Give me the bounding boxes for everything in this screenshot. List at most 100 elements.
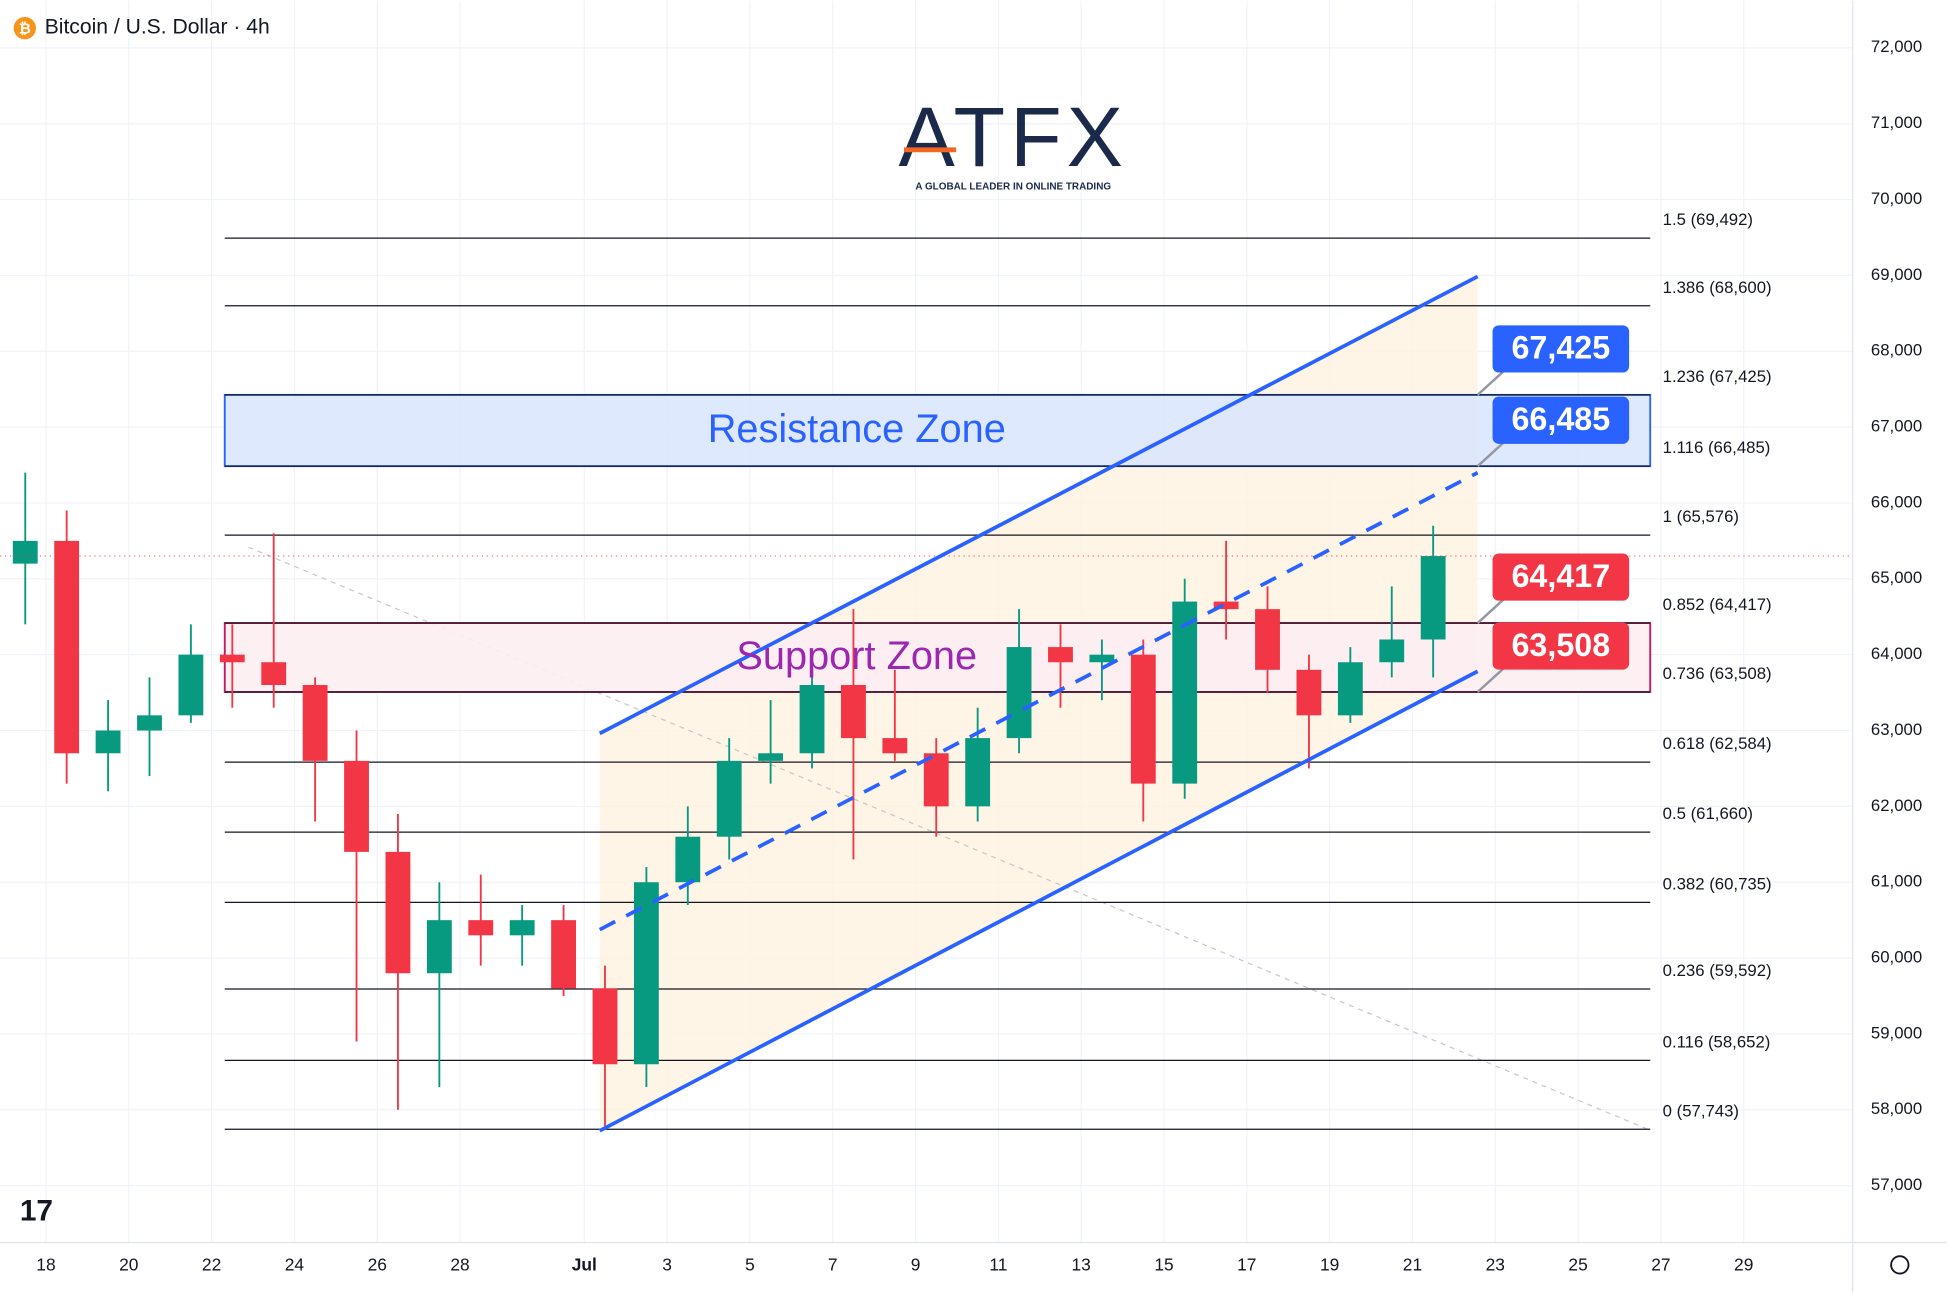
x-tick-label: 15 (1154, 1255, 1173, 1275)
candle-body (178, 654, 204, 716)
fib-label: 0.236 (59,592) (1663, 961, 1772, 980)
candle-body (1006, 647, 1032, 739)
candle-body (468, 920, 494, 936)
fib-label: 0.382 (60,735) (1663, 874, 1772, 893)
candle-body (426, 920, 452, 974)
y-tick-label: 68,000 (1871, 341, 1922, 360)
zone-label: Support Zone (736, 634, 977, 678)
x-tick-label: 27 (1651, 1255, 1670, 1275)
candle-body (716, 760, 742, 837)
logo: ATFX (899, 90, 1128, 184)
zones (223, 393, 1652, 693)
y-tick-label: 67,000 (1871, 417, 1922, 436)
price-label: 67,425 (1511, 330, 1610, 366)
x-tick-label: 28 (450, 1255, 469, 1275)
candle-body (1089, 654, 1115, 663)
fib-label: 1.236 (67,425) (1663, 367, 1772, 386)
candle-body (1048, 647, 1073, 663)
zone (223, 622, 1652, 693)
candle-body (302, 685, 328, 761)
price-label-box (1492, 396, 1630, 444)
fib-label: 0.618 (62,584) (1663, 734, 1772, 753)
y-tick-label: 71,000 (1871, 113, 1922, 132)
price-label-box (1492, 325, 1630, 373)
zone (223, 393, 1652, 468)
x-tick-label: 9 (911, 1255, 921, 1275)
x-tick-label: 11 (989, 1255, 1007, 1275)
candle-body (1337, 662, 1363, 716)
y-tick-label: 66,000 (1871, 492, 1922, 511)
price-labels: Resistance Zone Support Zone 67,425 66,485 6… (708, 325, 1630, 693)
candles (0, 472, 1853, 1130)
x-tick-label: 20 (119, 1255, 138, 1275)
candle-body (841, 685, 866, 739)
candle-body (633, 882, 659, 1065)
y-tick-label: 63,000 (1871, 720, 1922, 739)
x-tick-label: 5 (745, 1255, 755, 1275)
price-pointer (1476, 666, 1506, 693)
price-pointer (1476, 440, 1506, 468)
x-tick-label: Jul (572, 1255, 597, 1275)
y-tick-label: 72,000 (1871, 37, 1922, 56)
y-tick-label: 59,000 (1871, 1023, 1922, 1042)
y-tick-label: 57,000 (1871, 1175, 1922, 1194)
candle-body (261, 662, 287, 686)
y-tick-label: 60,000 (1871, 947, 1922, 966)
y-tick-label: 70,000 (1871, 189, 1922, 208)
channel-mid (598, 471, 1479, 932)
candle-body (1296, 669, 1322, 716)
fib-label: 1.116 (66,485) (1663, 438, 1771, 457)
price-pointer (1476, 369, 1506, 396)
candle-body (799, 685, 825, 754)
candle-body (923, 753, 949, 807)
x-tick-label: 24 (285, 1255, 305, 1275)
y-tick-label: 58,000 (1871, 1099, 1922, 1118)
fib-label: 1.5 (69,492) (1663, 210, 1753, 229)
candle-body (1130, 654, 1156, 784)
x-tick-label: 7 (828, 1255, 838, 1275)
fib-label: 1 (65,576) (1663, 507, 1739, 526)
bitcoin-icon-glyph: ₿ (19, 21, 31, 37)
price-label: 63,508 (1511, 627, 1610, 663)
settings-button[interactable] (1890, 1255, 1910, 1275)
y-tick-label: 65,000 (1871, 568, 1922, 587)
logo-tagline: A GLOBAL LEADER IN ONLINE TRADING (915, 182, 1111, 193)
chart-title: Bitcoin / U.S. Dollar · 4h (45, 16, 270, 39)
zone-label: Resistance Zone (708, 407, 1006, 451)
price-label-box (1492, 553, 1630, 601)
fib-label: 1.386 (68,600) (1663, 278, 1772, 297)
candle-body (385, 851, 411, 974)
fib-label: 0.736 (63,508) (1663, 664, 1772, 683)
candle-body (509, 920, 535, 936)
x-tick-label: 17 (1237, 1255, 1256, 1275)
channel-fill (599, 276, 1478, 1131)
tradingview-logo[interactable]: 17 (20, 1195, 53, 1228)
candle-body (675, 836, 701, 883)
y-tick-label: 62,000 (1871, 796, 1922, 815)
price-pointer (1476, 597, 1506, 624)
candle-body (12, 540, 38, 564)
x-tick-label: 23 (1486, 1255, 1505, 1275)
candle-body (1213, 601, 1239, 610)
candle-body (344, 760, 369, 852)
channel-upper (598, 274, 1479, 736)
x-tick-label: 19 (1320, 1255, 1339, 1275)
price-label-box (1492, 622, 1630, 670)
axes: 57,000 58,000 59,000 60,000 61,000 62,000 63,0… (36, 37, 1922, 1274)
candle-body (758, 753, 784, 761)
x-tick-label: 22 (202, 1255, 221, 1275)
x-tick-label: 25 (1568, 1255, 1587, 1275)
candle-body (137, 715, 162, 731)
candle-body (1172, 601, 1198, 784)
fib-label: 0 (57,743) (1663, 1101, 1739, 1120)
candle-body (882, 738, 908, 754)
x-tick-label: 13 (1072, 1255, 1091, 1275)
bitcoin-icon (13, 16, 37, 40)
y-tick-label: 61,000 (1871, 872, 1922, 891)
x-tick-label: 18 (36, 1255, 55, 1275)
candle-body (1379, 639, 1405, 663)
candle-body (965, 738, 991, 807)
x-tick-label: 26 (368, 1255, 387, 1275)
